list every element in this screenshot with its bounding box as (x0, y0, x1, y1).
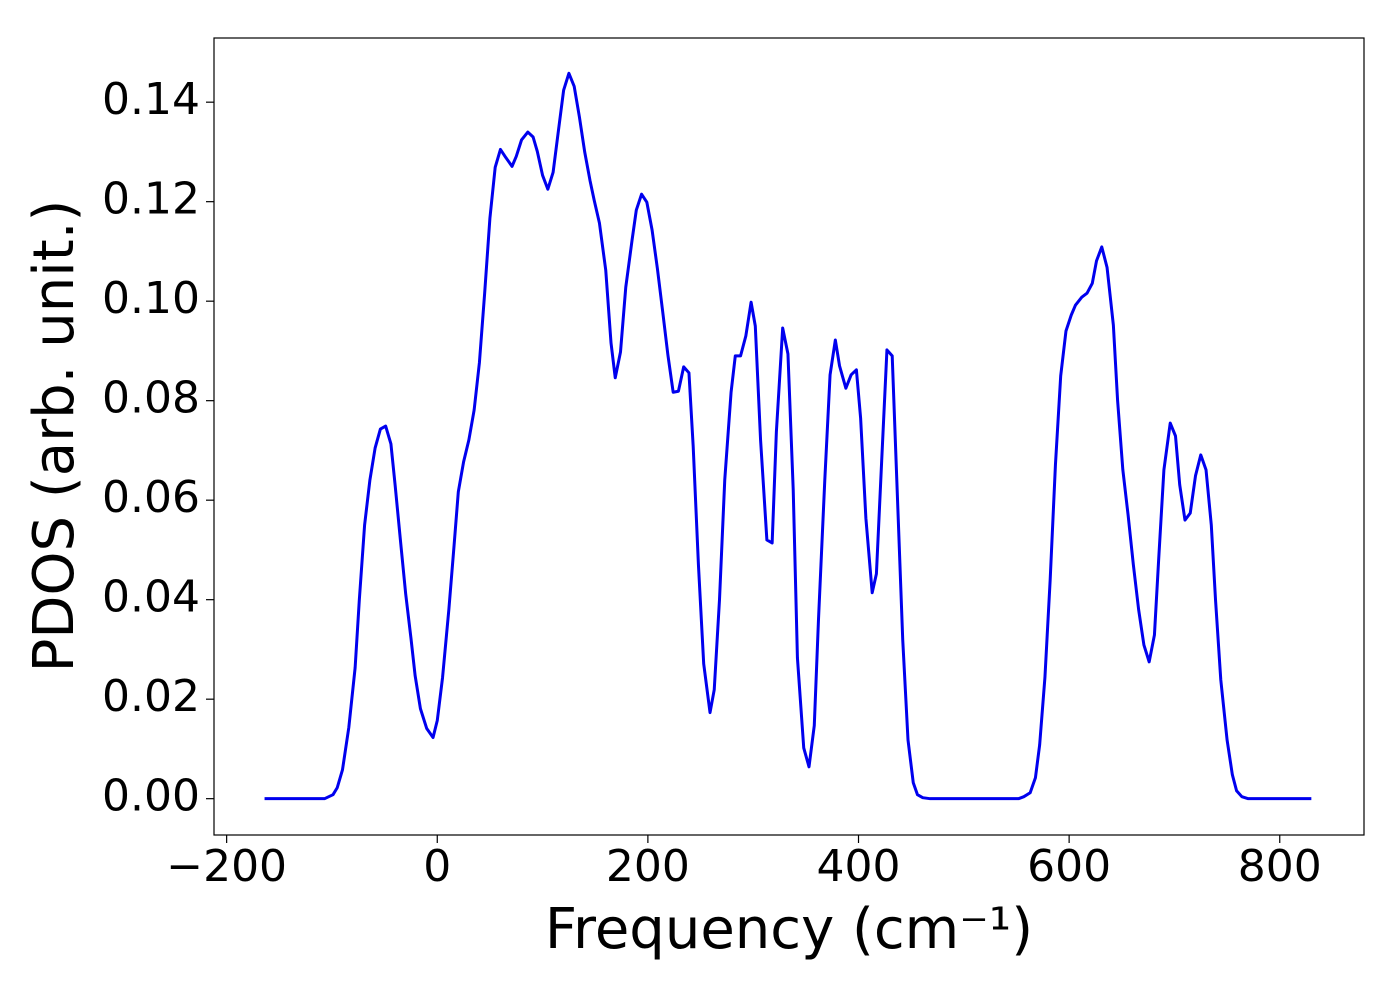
x-axis-label: Frequency (cm⁻¹) (545, 897, 1033, 962)
x-tick-label: −200 (166, 841, 287, 892)
x-tick-label: 600 (1027, 841, 1111, 892)
x-tick-label: 200 (606, 841, 690, 892)
y-tick-label: 0.10 (102, 273, 200, 324)
plot-frame (213, 37, 1365, 836)
y-tick-label: 0.02 (102, 671, 200, 722)
y-tick-label: 0.12 (102, 174, 200, 225)
y-tick-label: 0.06 (102, 472, 200, 523)
y-tick-label: 0.00 (102, 771, 200, 822)
pdos-line (264, 71, 1312, 801)
y-tick-label: 0.14 (102, 74, 200, 125)
y-axis-label: PDOS (arb. unit.) (22, 200, 87, 673)
x-tick-label: 800 (1238, 841, 1322, 892)
y-tick-label: 0.04 (102, 572, 200, 623)
x-tick-label: 0 (423, 841, 451, 892)
x-tick-label: 400 (817, 841, 901, 892)
y-tick-label: 0.08 (102, 373, 200, 424)
